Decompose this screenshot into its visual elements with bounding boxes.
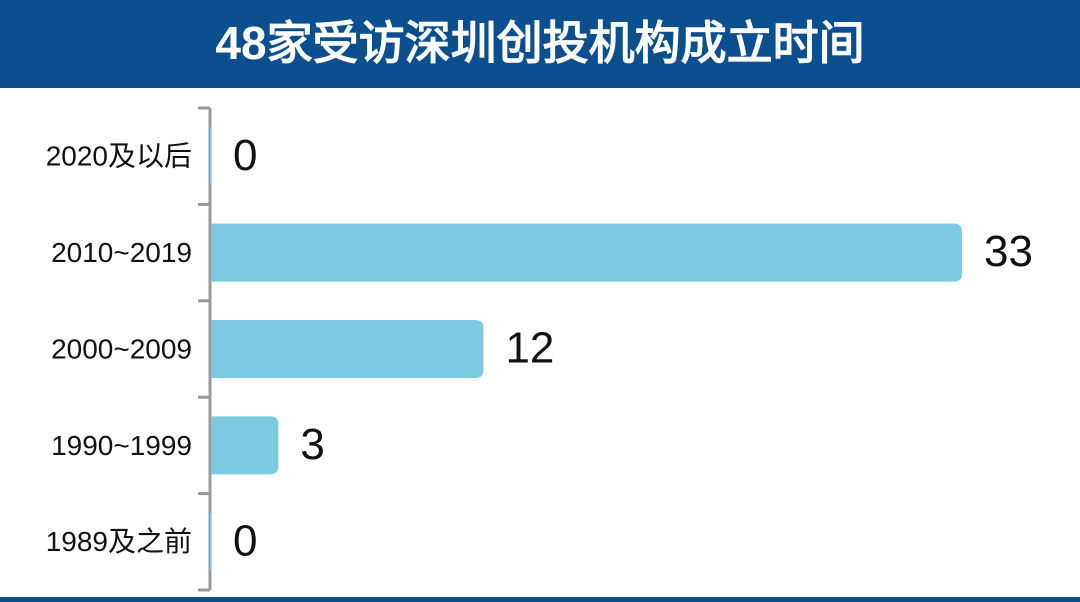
title-banner <box>0 0 1080 88</box>
bar <box>210 512 211 571</box>
category-label: 1989及之前 <box>46 526 192 557</box>
bar <box>211 320 484 378</box>
category-label: 2020及以后 <box>46 141 192 172</box>
bar <box>211 416 279 475</box>
bar <box>211 223 962 282</box>
bar <box>210 127 211 186</box>
category-label: 1990~1999 <box>51 430 192 461</box>
value-label: 0 <box>233 516 257 565</box>
chart-title: 48家受访深圳创投机构成立时间 <box>215 17 864 69</box>
value-label: 33 <box>984 227 1033 276</box>
category-label: 2000~2009 <box>51 333 192 364</box>
category-label: 2010~2019 <box>51 237 192 268</box>
value-label: 12 <box>505 324 554 373</box>
bottom-border <box>0 597 1080 602</box>
value-label: 3 <box>300 420 324 469</box>
value-label: 0 <box>233 131 257 180</box>
